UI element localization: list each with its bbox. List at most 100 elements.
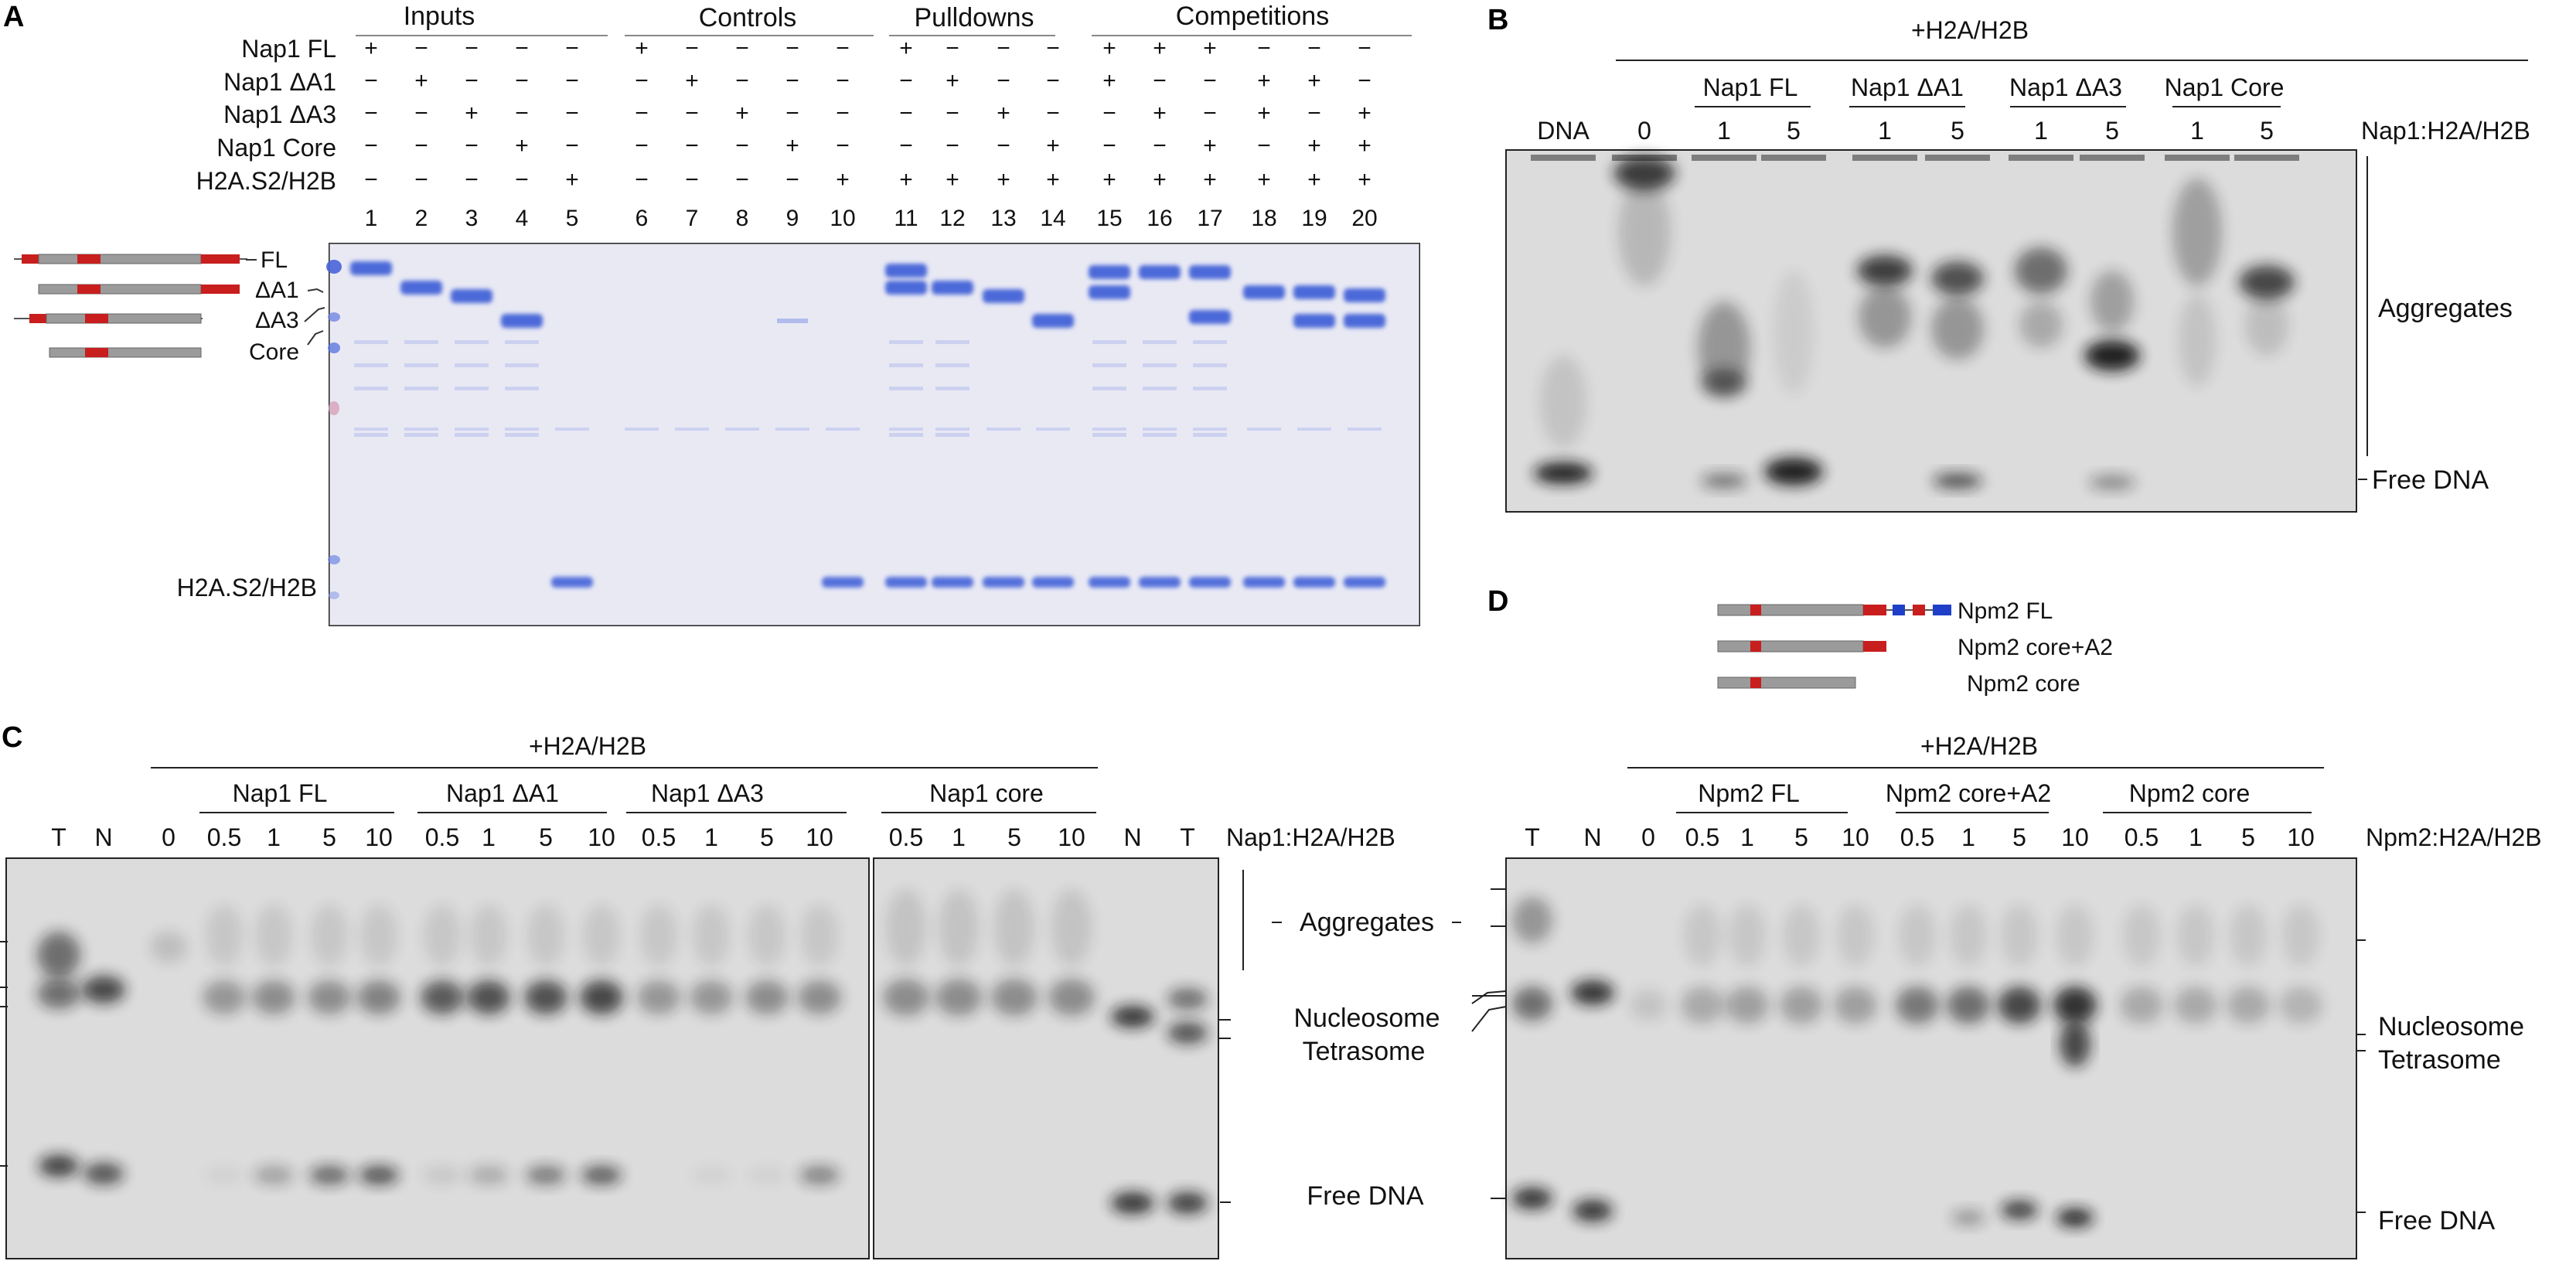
nucleosome-band xyxy=(467,980,510,1014)
coomassie-band xyxy=(983,289,1024,303)
gel-well xyxy=(1531,155,1596,161)
lane-sign: − xyxy=(565,36,579,61)
lane-sign: + xyxy=(1307,68,1321,94)
nucleosome-band xyxy=(798,980,841,1014)
lane-sign: − xyxy=(997,36,1010,61)
lane-smear xyxy=(801,905,838,966)
free-dna-band xyxy=(204,1166,244,1184)
panel-a: A Inputs Controls Pulldowns Competitions… xyxy=(3,1,1420,626)
faint-band xyxy=(675,428,709,431)
nucleosome-band xyxy=(1834,987,1877,1024)
c-lane-label: 0.5 xyxy=(642,823,676,851)
lane-sign: − xyxy=(836,68,850,94)
lane-sign: + xyxy=(1153,36,1167,61)
coomassie-gel xyxy=(326,243,1420,626)
lane-sign: + xyxy=(1046,133,1060,158)
d-label-tetrasome: Tetrasome xyxy=(2378,1045,2501,1075)
lane-sign: − xyxy=(997,133,1010,158)
free-dna-band xyxy=(1573,1200,1613,1222)
aggregate-band xyxy=(2239,265,2295,299)
lane-sign: − xyxy=(735,68,749,94)
lane-sign: − xyxy=(1153,133,1167,158)
c-label-free-dna: Free DNA xyxy=(1307,1181,1423,1211)
faint-band xyxy=(354,433,388,437)
faint-band xyxy=(889,363,923,367)
free-dna-band xyxy=(526,1166,566,1184)
lane-smear xyxy=(311,905,348,966)
aggregate-smear xyxy=(37,932,80,978)
b-group-nap1-da1: Nap1 ΔA1 xyxy=(1851,73,1964,101)
lane-sign: + xyxy=(1153,101,1167,126)
b-lane-label: 1 xyxy=(2034,117,2048,145)
free-dna-band xyxy=(1701,473,1747,489)
lane-sign: − xyxy=(946,101,959,126)
coomassie-bands xyxy=(350,261,1385,588)
lane-smear xyxy=(2230,905,2267,966)
lane-sign: − xyxy=(364,68,378,94)
free-dna-band xyxy=(309,1166,349,1184)
lane-sign: + xyxy=(685,68,699,94)
d-construct-npm2-core-a2: Npm2 core+A2 xyxy=(1958,635,2113,660)
c-lane-label: T xyxy=(1180,823,1195,851)
nucleosome-band xyxy=(421,980,464,1014)
nucleosome-band xyxy=(82,976,125,1004)
faint-band xyxy=(775,428,809,431)
lane-sign: − xyxy=(565,101,579,126)
c-lane-label: 1 xyxy=(482,823,496,851)
nucleosome-band xyxy=(1726,987,1769,1024)
c-top-label: +H2A/H2B xyxy=(529,732,646,760)
c-group-nap1-da3: Nap1 ΔA3 xyxy=(651,779,764,807)
lane-sign: + xyxy=(997,167,1010,193)
lane-sign: − xyxy=(1046,68,1060,94)
faint-band xyxy=(935,387,969,390)
group-header-controls: Controls xyxy=(699,3,797,32)
faint-band xyxy=(1193,363,1227,367)
c-lane-label: N xyxy=(94,823,112,851)
aggregate-smear xyxy=(2090,271,2134,332)
faint-band xyxy=(935,428,969,431)
faint-band xyxy=(1193,433,1227,437)
b-ratio-label: Nap1:H2A/H2B xyxy=(2361,117,2530,145)
free-dna-band xyxy=(2056,1208,2094,1227)
faint-band xyxy=(1143,363,1177,367)
nucleosome-band xyxy=(2227,987,2270,1024)
d-lane-label: 0.5 xyxy=(2125,823,2159,851)
d-group-npm2-core: Npm2 core xyxy=(2129,779,2251,807)
lane-sign: − xyxy=(1102,133,1116,158)
lane-smear xyxy=(1837,905,1874,966)
aggregate-smear xyxy=(2172,178,2222,286)
lane-sign: − xyxy=(1203,101,1217,126)
lane-sign: + xyxy=(946,68,959,94)
lane-smear xyxy=(2179,294,2216,387)
faint-band xyxy=(404,387,438,390)
lane-sign: − xyxy=(735,133,749,158)
faint-band xyxy=(455,433,489,437)
lane-smear xyxy=(527,905,564,966)
nucleosome-band xyxy=(1947,987,1990,1024)
lane-sign: − xyxy=(1102,101,1116,126)
gel-well xyxy=(1761,155,1826,161)
faint-band xyxy=(555,428,589,431)
lane-sign: − xyxy=(414,36,428,61)
lane-sign: − xyxy=(1257,36,1271,61)
faint-band xyxy=(505,428,539,431)
c-lane-label: 10 xyxy=(1058,823,1085,851)
lane-number: 12 xyxy=(939,206,965,231)
coomassie-band xyxy=(1344,314,1385,328)
panel-b-letter: B xyxy=(1487,4,1508,36)
nucleosome-band xyxy=(2053,987,2097,1024)
lane-number: 5 xyxy=(566,206,579,231)
aggregate-band xyxy=(1701,369,1747,397)
aggregate-smear xyxy=(1512,897,1552,943)
lane-sign: + xyxy=(899,167,913,193)
lane-sign: + xyxy=(465,101,479,126)
c-lane-label: 5 xyxy=(539,823,553,851)
free-dna-band xyxy=(747,1166,787,1184)
lane-number: 20 xyxy=(1351,206,1377,231)
coomassie-band xyxy=(1089,285,1130,299)
lane-number: 13 xyxy=(990,206,1016,231)
faint-band xyxy=(1092,433,1126,437)
row-label-h2a-s2-h2b: H2A.S2/H2B xyxy=(196,167,336,195)
aggregate-band xyxy=(1931,261,1984,295)
c-lane-label: 0.5 xyxy=(889,823,923,851)
